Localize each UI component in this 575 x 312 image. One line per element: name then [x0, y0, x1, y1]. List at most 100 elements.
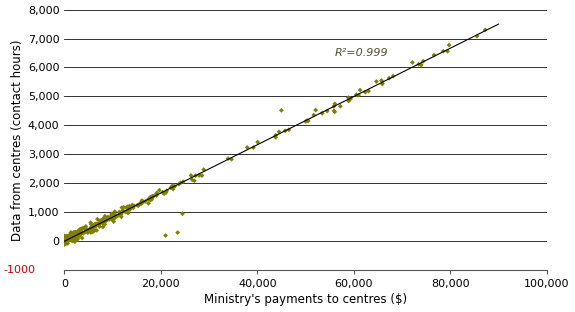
Point [147, 195, 156, 200]
Point [76, 227, 86, 232]
Point [284, 127, 293, 132]
Point [78, 226, 87, 231]
Point [71, 231, 80, 236]
Point [70, 230, 79, 235]
Point [224, 156, 233, 161]
Point [63, 234, 72, 239]
Point [67, 235, 76, 240]
Point [99, 218, 109, 223]
Point [62, 236, 71, 241]
Point [281, 128, 290, 133]
Point [71, 233, 80, 238]
Point [81, 226, 90, 231]
Point [83, 230, 93, 235]
Point [60, 233, 69, 238]
Point [102, 218, 111, 223]
Point [311, 108, 320, 113]
Point [75, 232, 84, 237]
Point [72, 233, 82, 238]
Point [95, 220, 104, 225]
Point [68, 236, 77, 241]
Point [87, 228, 97, 233]
Point [91, 221, 101, 226]
Point [110, 212, 119, 217]
Point [82, 227, 91, 232]
Point [119, 205, 128, 210]
Point [71, 231, 80, 236]
Point [147, 194, 156, 199]
Point [86, 226, 95, 231]
Point [77, 231, 86, 236]
Point [70, 234, 79, 239]
Point [64, 236, 74, 241]
Point [145, 197, 155, 202]
Point [62, 233, 71, 238]
Point [98, 219, 108, 224]
Point [62, 236, 71, 241]
Point [309, 113, 319, 118]
Point [137, 198, 147, 203]
Point [99, 220, 109, 225]
Point [110, 212, 120, 217]
Point [77, 230, 86, 235]
Point [152, 190, 162, 195]
Point [121, 209, 130, 214]
Point [68, 237, 78, 242]
Point [162, 188, 171, 193]
Point [125, 205, 135, 210]
Point [72, 232, 82, 236]
Point [86, 220, 95, 225]
Point [64, 237, 73, 242]
Point [64, 234, 74, 239]
Point [79, 231, 88, 236]
Point [361, 90, 370, 95]
Point [176, 180, 185, 185]
Point [108, 216, 117, 221]
Point [378, 81, 387, 86]
Point [95, 218, 105, 223]
Point [243, 145, 252, 150]
Point [161, 233, 170, 238]
Point [124, 207, 133, 212]
Point [107, 214, 116, 219]
Point [110, 215, 119, 220]
Point [70, 239, 79, 244]
Point [75, 232, 84, 237]
Point [74, 232, 83, 237]
Point [346, 96, 355, 101]
Point [60, 236, 70, 241]
Point [66, 231, 75, 236]
Point [60, 242, 69, 247]
Point [64, 235, 73, 240]
Point [100, 222, 109, 227]
Point [148, 194, 157, 199]
Point [134, 203, 143, 208]
Point [96, 218, 105, 223]
Point [323, 109, 332, 114]
Point [82, 229, 91, 234]
Point [64, 234, 74, 239]
Point [430, 53, 439, 58]
Point [115, 211, 124, 216]
Point [61, 239, 70, 244]
Point [110, 209, 120, 214]
Point [389, 74, 398, 79]
Point [75, 233, 84, 238]
Point [74, 231, 83, 236]
Point [274, 129, 283, 134]
Point [330, 109, 339, 114]
Point [72, 233, 81, 238]
Point [174, 182, 183, 187]
Point [271, 133, 280, 138]
Point [277, 108, 286, 113]
Point [72, 231, 82, 236]
Point [66, 230, 75, 235]
Point [249, 145, 258, 150]
Point [378, 81, 387, 86]
Point [330, 101, 339, 106]
Point [122, 206, 132, 211]
Point [444, 42, 454, 47]
Point [354, 93, 363, 98]
Point [144, 197, 153, 202]
Point [117, 205, 126, 210]
